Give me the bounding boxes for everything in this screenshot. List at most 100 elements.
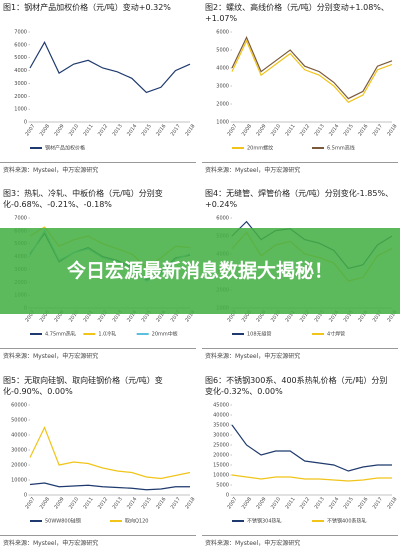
x-tick-label: 2015 <box>141 496 153 510</box>
legend-label: 108无缝管 <box>247 331 272 338</box>
legend-label: 取向Q120 <box>125 518 148 525</box>
legend-label: 1.0冷轧 <box>98 331 116 338</box>
y-tick-label: 7000 <box>14 216 27 222</box>
x-tick-label: 2012 <box>299 123 311 137</box>
legend-label: 不锈钢400系热轧 <box>327 518 367 525</box>
y-tick-label: 40000 <box>213 413 229 419</box>
x-tick-label: 2013 <box>112 496 124 510</box>
x-tick-label: 2015 <box>141 123 153 137</box>
x-tick-label: 2014 <box>126 123 138 137</box>
x-tick-label: 2014 <box>328 123 340 137</box>
x-tick-label: 2013 <box>314 123 326 137</box>
y-tick-label: 6000 <box>216 216 229 222</box>
x-tick-label: 2008 <box>241 123 253 137</box>
x-tick-label: 2010 <box>270 123 282 137</box>
y-tick-label: 3000 <box>216 84 229 90</box>
y-tick-label: 30000 <box>213 433 229 439</box>
legend-label: 6.5mm高线 <box>327 145 355 152</box>
series-line <box>29 40 191 94</box>
legend-label: 钢材产品加权价格 <box>45 145 85 152</box>
x-tick-label: 2009 <box>53 123 65 137</box>
y-tick-label: 60000 <box>11 403 27 409</box>
x-tick-label: 2017 <box>170 496 182 510</box>
legend-label: 4.75mm热轧 <box>45 331 76 338</box>
y-tick-label: 15000 <box>213 463 229 469</box>
x-tick-label: 2008 <box>39 123 51 137</box>
x-tick-label: 2018 <box>386 496 398 510</box>
y-tick-label: 4000 <box>14 68 27 74</box>
x-tick-label: 2017 <box>170 123 182 137</box>
x-tick-label: 2012 <box>299 496 311 510</box>
x-tick-label: 2018 <box>184 496 196 510</box>
x-tick-label: 2008 <box>39 496 51 510</box>
y-tick-label: 25000 <box>213 443 229 449</box>
chart-panel: 图2：螺纹、高线价格（元/吨）分别变动+1.08%、+1.07% 1000 2000… <box>202 0 399 176</box>
source-note: 资料来源：Mysteel，申万宏源研究 <box>202 535 398 549</box>
legend-label: 50WW800硅钢 <box>45 518 81 525</box>
x-tick-label: 2011 <box>284 123 296 137</box>
legend-label: 20mm螺纹 <box>247 145 273 152</box>
series-line <box>231 424 392 472</box>
source-note: 资料来源：Mysteel，申万宏源研究 <box>202 162 398 176</box>
chart-title: 图5：无取向硅钢、取向硅钢价格（元/吨）变化-0.90%、0.00% <box>3 376 163 396</box>
chart: 0 5000 10000 15000 20000 25000 30000 35000 40000… <box>213 403 398 525</box>
series-line <box>231 474 392 482</box>
source-note: 资料来源：Mysteel，申万宏源研究 <box>0 162 196 176</box>
x-tick-label: 2017 <box>372 496 384 510</box>
y-tick-label: 2000 <box>216 102 229 108</box>
x-tick-label: 2016 <box>155 496 167 510</box>
x-tick-label: 2010 <box>68 496 80 510</box>
chart-title: 图3：热轧、冷轧、中板价格（元/吨）分别变化-0.68%、-0.21%、-0.1… <box>3 189 163 209</box>
x-tick-label: 2010 <box>68 123 80 137</box>
x-tick-label: 2011 <box>284 496 296 510</box>
series-line <box>29 425 191 480</box>
y-tick-label: 1000 <box>14 107 27 113</box>
y-tick-label: 0 <box>226 493 229 499</box>
x-tick-label: 2016 <box>357 123 369 137</box>
y-tick-label: 35000 <box>213 423 229 429</box>
y-tick-label: 20000 <box>11 463 27 469</box>
y-tick-label: 20000 <box>213 453 229 459</box>
x-tick-label: 2012 <box>97 496 109 510</box>
x-tick-label: 2009 <box>255 496 267 510</box>
y-tick-label: 4000 <box>216 66 229 72</box>
y-tick-label: 6000 <box>14 42 27 48</box>
y-tick-label: 2000 <box>14 94 27 100</box>
x-tick-label: 2008 <box>241 496 253 510</box>
x-tick-label: 2013 <box>314 496 326 510</box>
y-tick-label: 6000 <box>216 30 229 36</box>
chart-title: 图4：无缝管、焊管价格（元/吨）分别变化-1.85%、+0.24% <box>205 189 394 209</box>
x-tick-label: 2015 <box>343 496 355 510</box>
x-tick-label: 2017 <box>372 123 384 137</box>
chart-title: 图1：钢材产品加权价格（元/吨）变动+0.32% <box>3 3 171 12</box>
x-tick-label: 2014 <box>328 496 340 510</box>
y-tick-label: 10000 <box>11 478 27 484</box>
chart-title: 图2：螺纹、高线价格（元/吨）分别变动+1.08%、+1.07% <box>205 3 389 23</box>
legend-label: 20mm中板 <box>152 331 178 338</box>
x-tick-label: 2015 <box>343 123 355 137</box>
chart-panel: 图6：不锈钢300系、400系热轧价格（元/吨）分别变化-0.32%、0.00%… <box>202 373 399 549</box>
x-tick-label: 2011 <box>82 123 94 137</box>
y-tick-label: 10000 <box>213 473 229 479</box>
chart-panel: 图1：钢材产品加权价格（元/吨）变动+0.32% 0 1000 2000 3000 400… <box>0 0 197 176</box>
x-tick-label: 2010 <box>270 496 282 510</box>
y-tick-label: 0 <box>24 120 27 126</box>
source-note: 资料来源：Mysteel，申万宏源研究 <box>202 348 398 362</box>
series-line <box>231 35 393 100</box>
source-note: 资料来源：Mysteel，申万宏源研究 <box>0 535 196 549</box>
x-tick-label: 2018 <box>184 123 196 137</box>
series-line <box>29 482 190 491</box>
y-tick-label: 50000 <box>11 418 27 424</box>
x-tick-label: 2009 <box>53 496 65 510</box>
y-tick-label: 45000 <box>213 403 229 409</box>
legend-label: 不锈钢304热轧 <box>247 518 282 525</box>
x-tick-label: 2011 <box>82 496 94 510</box>
x-tick-label: 2016 <box>357 496 369 510</box>
x-tick-label: 2014 <box>126 496 138 510</box>
x-tick-label: 2009 <box>255 123 267 137</box>
series-line <box>231 39 393 103</box>
